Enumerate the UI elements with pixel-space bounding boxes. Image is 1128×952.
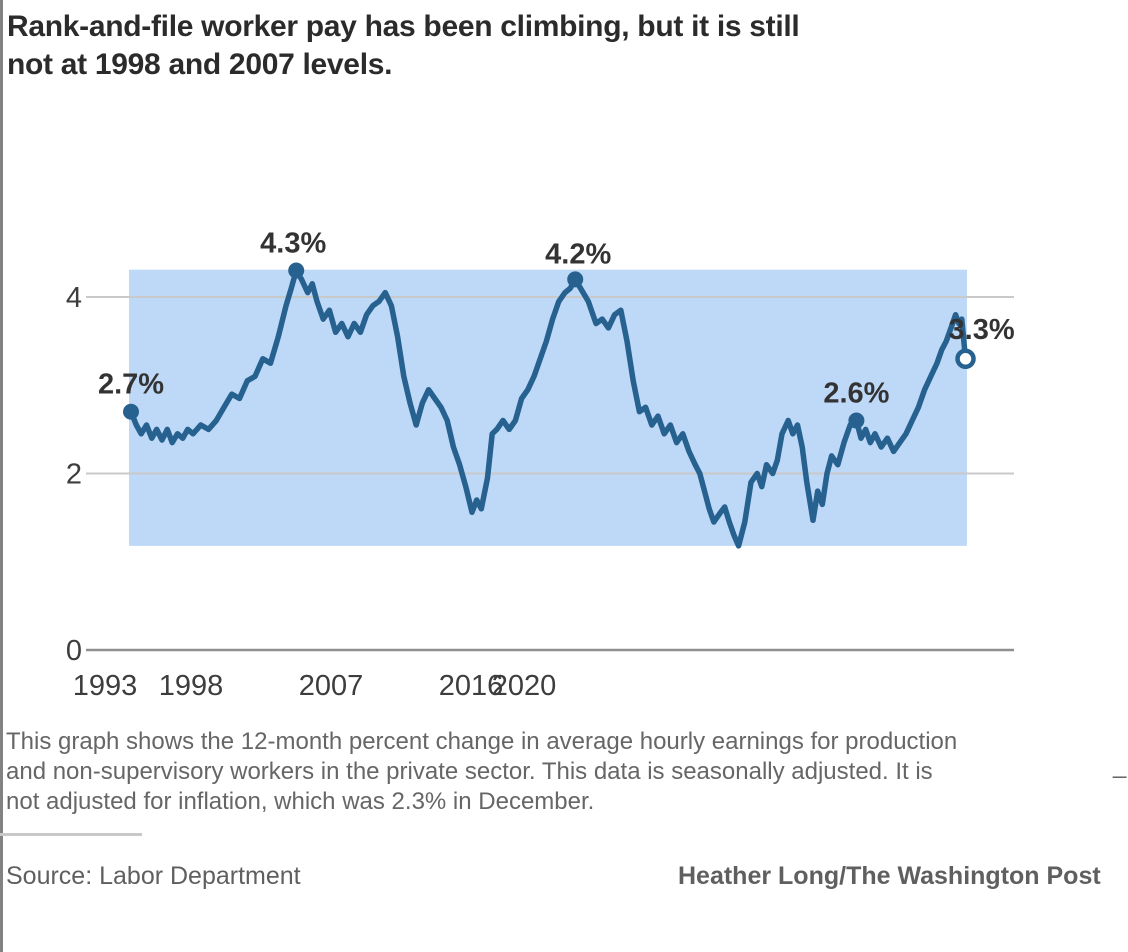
range-highlight-band bbox=[129, 269, 967, 546]
data-point-marker bbox=[123, 403, 139, 420]
x-tick-label: 1998 bbox=[159, 670, 224, 702]
annotation-label: 4.3% bbox=[260, 228, 326, 260]
x-tick-label: 1993 bbox=[73, 670, 138, 702]
series-line bbox=[128, 267, 969, 549]
title-line-2: not at 1998 and 2007 levels. bbox=[7, 48, 393, 81]
x-tick-label: 2020 bbox=[492, 670, 557, 702]
credit-label: Heather Long/The Washington Post bbox=[678, 862, 1101, 890]
caption-line-2: and non-supervisory workers in the priva… bbox=[6, 758, 933, 785]
caption-line-3: not adjusted for inflation, which was 2.… bbox=[6, 788, 595, 815]
x-tick-label: 2007 bbox=[299, 670, 364, 702]
caption-line-1: This graph shows the 12-month percent ch… bbox=[6, 728, 958, 755]
caption-edge-artifact: _ bbox=[1113, 752, 1127, 779]
y-tick-label: 4 bbox=[66, 282, 82, 314]
chart-title: Rank-and-file worker pay has been climbi… bbox=[7, 8, 800, 84]
annotation-label: 4.2% bbox=[545, 238, 611, 270]
x-tick-label: 2016 bbox=[439, 670, 504, 702]
data-point-marker bbox=[288, 262, 305, 279]
data-point-marker bbox=[567, 271, 584, 288]
chart-caption: This graph shows the 12-month percent ch… bbox=[6, 727, 957, 817]
y-tick-label: 0 bbox=[66, 635, 82, 667]
y-tick-label: 2 bbox=[66, 459, 82, 491]
annotation-label: 2.6% bbox=[823, 378, 889, 410]
footer-divider bbox=[0, 833, 142, 836]
latest-point-open-marker bbox=[955, 348, 976, 370]
data-point-marker bbox=[848, 412, 865, 429]
annotation-label: 2.7% bbox=[98, 369, 164, 401]
annotation-label: 3.3% bbox=[949, 314, 1015, 346]
title-line-1: Rank-and-file worker pay has been climbi… bbox=[7, 10, 800, 43]
source-label: Source: Labor Department bbox=[6, 862, 301, 890]
window-left-border bbox=[0, 0, 3, 952]
